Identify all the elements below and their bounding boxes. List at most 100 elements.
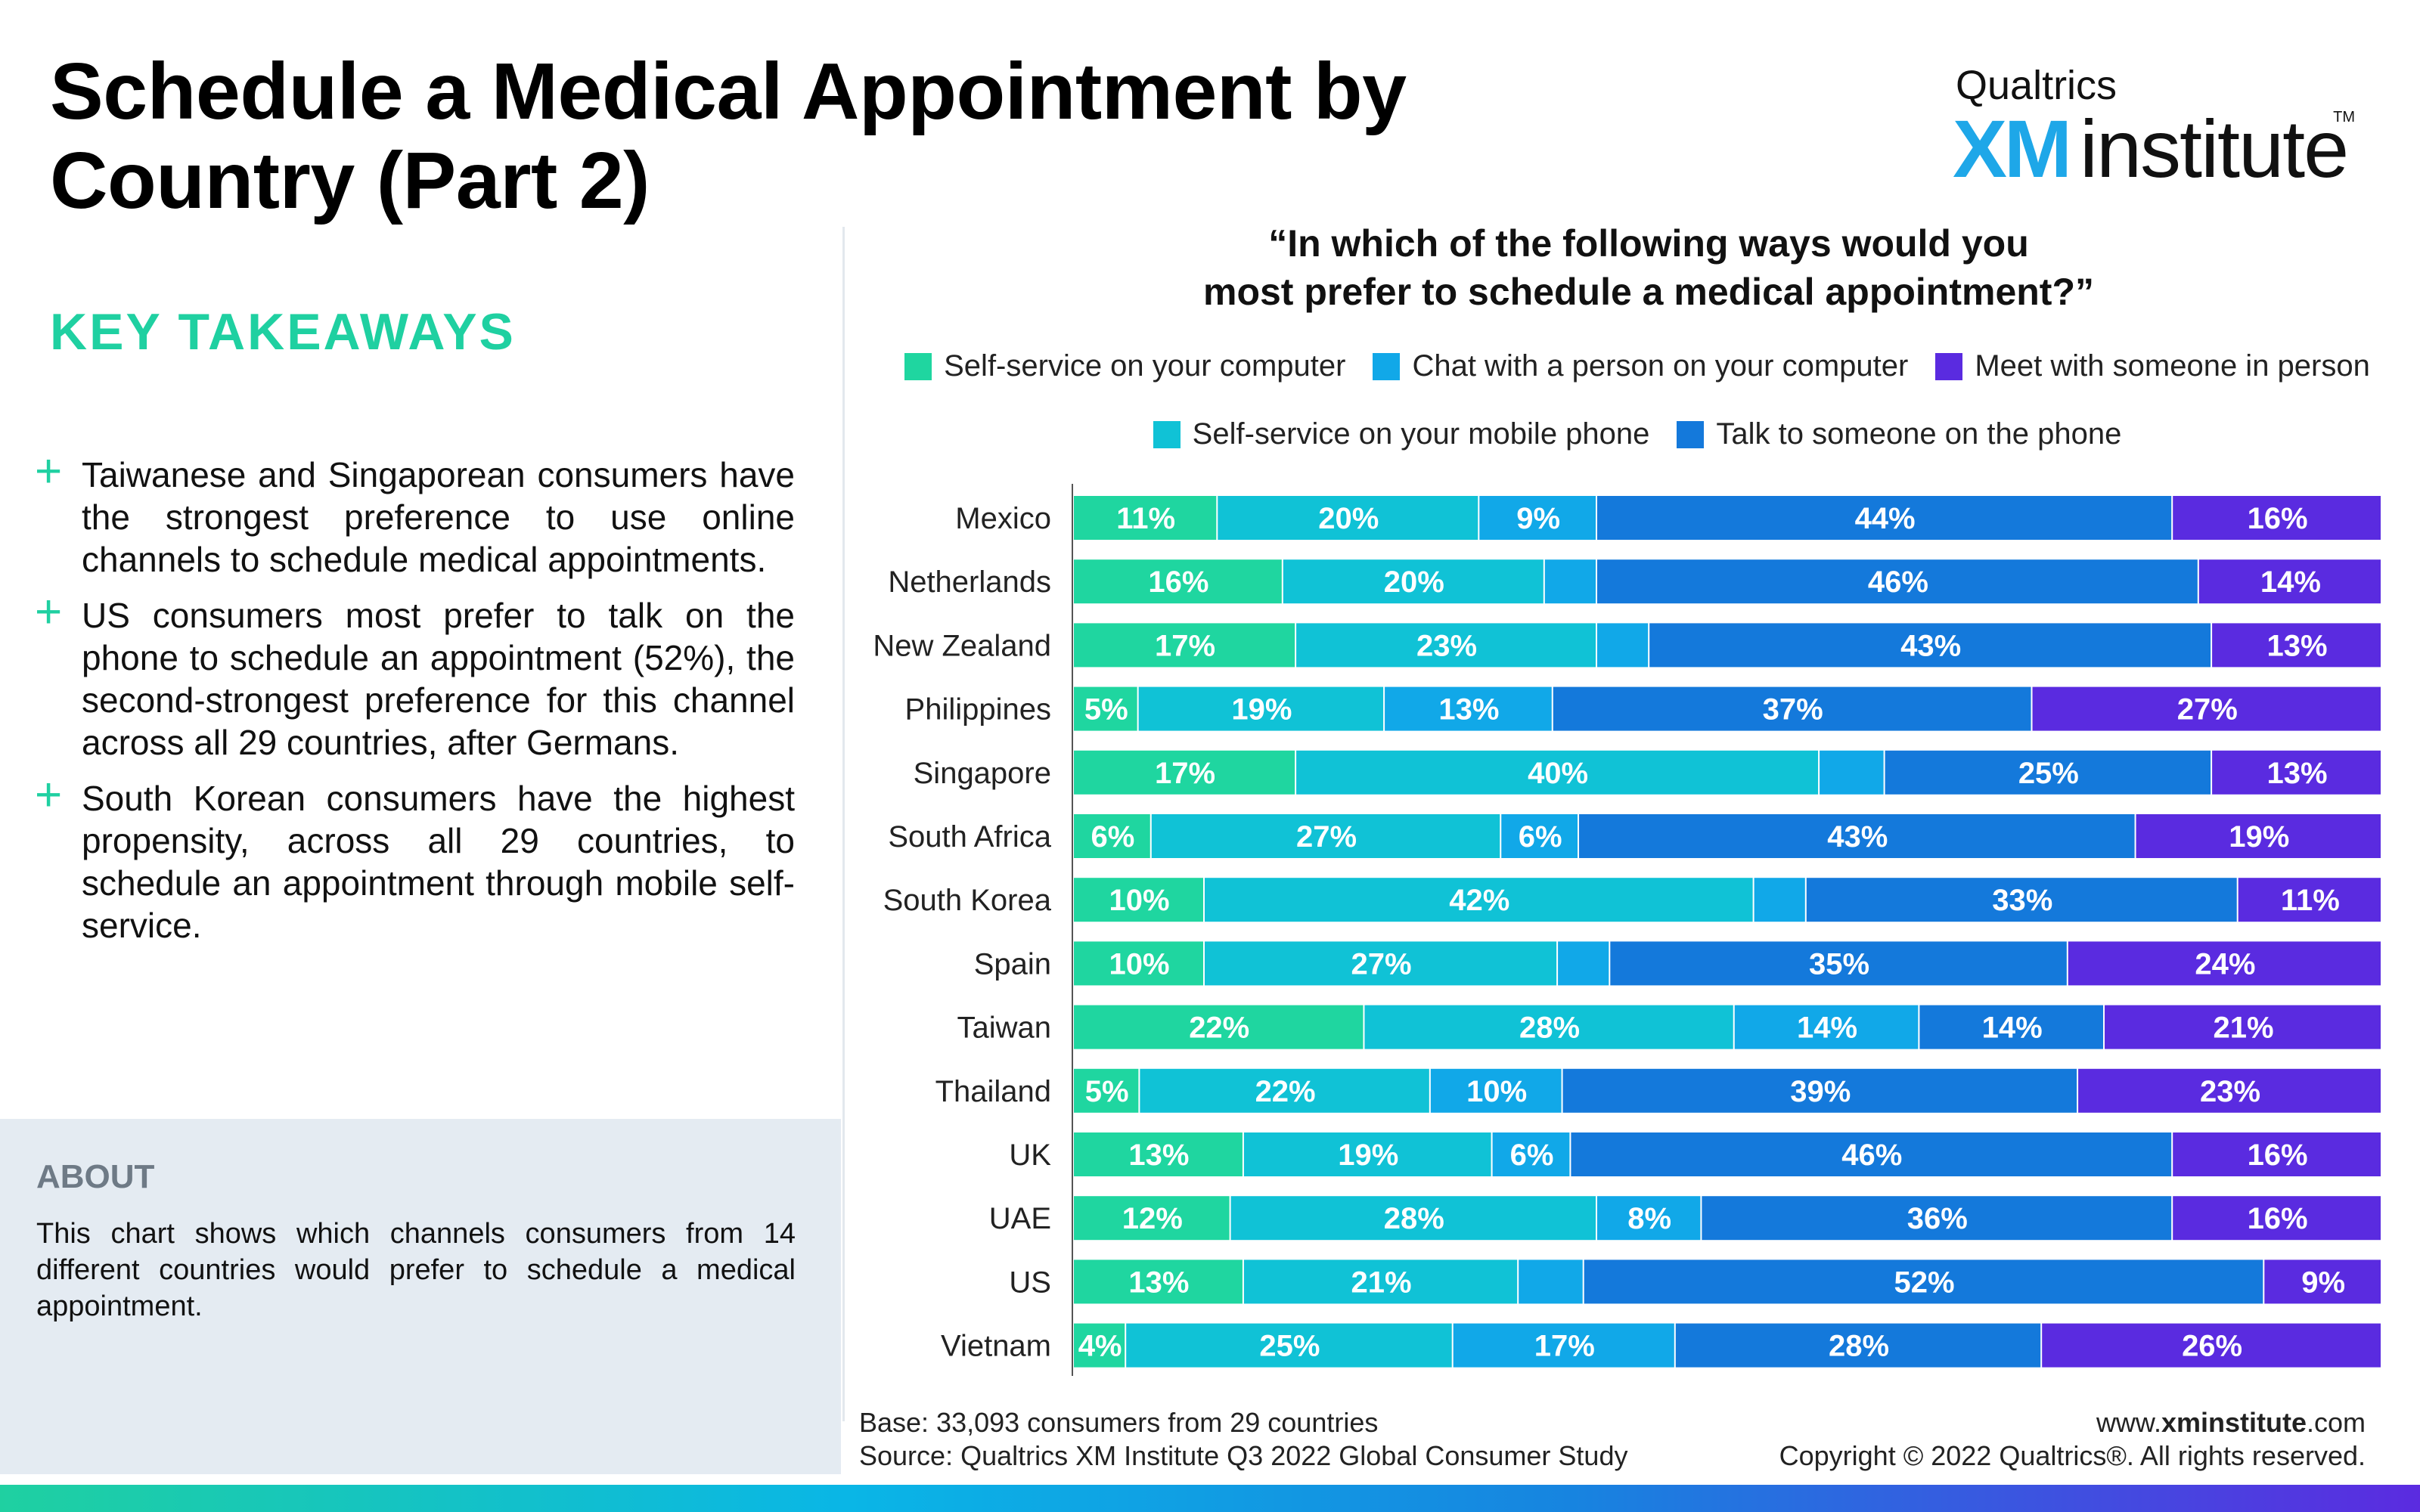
category-label: Spain — [974, 947, 1051, 981]
data-label: 23% — [1416, 629, 1477, 662]
bar-segment — [1074, 750, 1295, 795]
bar-segment — [1243, 1259, 1518, 1304]
legend-item-self-service-computer: Self-service on your computer — [904, 349, 1345, 383]
data-label: 20% — [1318, 502, 1379, 535]
data-label: 35% — [1809, 947, 1869, 981]
category-label: UK — [1009, 1139, 1051, 1172]
takeaway-item: + US consumers most prefer to talk on th… — [35, 589, 795, 764]
bar-segment — [1734, 1005, 1919, 1049]
qualtrics-xm-institute-logo: Qualtrics XM institute TM — [1947, 56, 2355, 194]
category-label: US — [1009, 1266, 1051, 1299]
data-label: 6% — [1091, 820, 1134, 854]
data-label: 46% — [1841, 1139, 1902, 1172]
data-label: 11% — [2281, 884, 2340, 917]
legend-row-1: Self-service on your computer Chat with … — [855, 349, 2420, 383]
bar-segment — [1230, 1196, 1596, 1241]
bar-segment — [1702, 1196, 2172, 1241]
bar-segment — [1571, 1132, 2172, 1176]
about-text: This chart shows which channels consumer… — [36, 1218, 796, 1322]
bar-segment — [1243, 1132, 1491, 1176]
bar-segment — [1558, 941, 1609, 986]
data-label: 14% — [1982, 1012, 2043, 1045]
bar-segment — [1074, 1005, 1364, 1049]
data-label: 28% — [1519, 1012, 1580, 1045]
data-label: 19% — [1338, 1139, 1398, 1172]
bar-segment — [1074, 1068, 1139, 1113]
bar-segment — [1074, 686, 1137, 731]
bar-segment — [2078, 1068, 2381, 1113]
data-label: 16% — [2248, 1202, 2308, 1235]
bar-segment — [1385, 686, 1552, 731]
panel-divider — [842, 227, 845, 1421]
bar-segment — [2264, 1259, 2381, 1304]
bar-segment — [2173, 496, 2381, 540]
bar-segment — [1562, 1068, 2077, 1113]
bar-segment — [1074, 1323, 1125, 1368]
data-label: 23% — [2200, 1075, 2260, 1108]
bar-segment — [1205, 941, 1557, 986]
data-label: 27% — [1296, 820, 1357, 854]
bar-segment — [2212, 623, 2381, 668]
data-label: 10% — [1466, 1075, 1527, 1108]
bar-segment — [1074, 1132, 1243, 1176]
data-label: 33% — [1992, 884, 2052, 917]
legend-swatch — [1153, 420, 1181, 448]
category-label: Thailand — [935, 1075, 1051, 1108]
bar-segment — [1296, 623, 1596, 668]
data-label: 13% — [2267, 629, 2328, 662]
chart-title: “In which of the following ways would yo… — [945, 219, 2352, 316]
bar-segment — [1074, 941, 1203, 986]
bar-segment — [1074, 496, 1217, 540]
legend-label: Self-service on your computer — [944, 349, 1346, 383]
copyright-note: Copyright © 2022 Qualtrics®. All rights … — [1779, 1440, 2366, 1471]
data-label: 11% — [1116, 502, 1175, 535]
bar-segment — [1479, 496, 1596, 540]
footer-left: Base: 33,093 consumers from 29 countries… — [859, 1406, 1627, 1473]
bar-segment — [1074, 1259, 1243, 1304]
data-label: 17% — [1155, 757, 1215, 790]
data-label: 6% — [1510, 1139, 1554, 1172]
bar-segment — [2238, 878, 2381, 922]
key-takeaways-list: + Taiwanese and Singaporean consumers ha… — [35, 448, 795, 960]
website-link[interactable]: www.xminstitute.com — [2096, 1407, 2366, 1438]
category-label: Vietnam — [941, 1330, 1051, 1363]
data-label: 24% — [2195, 947, 2255, 981]
legend-item-talk-phone: Talk to someone on the phone — [1677, 417, 2121, 451]
data-label: 16% — [2248, 1139, 2308, 1172]
bottom-gradient-bar — [0, 1485, 2420, 1512]
bar-segment — [1754, 878, 1805, 922]
bar-segment — [1151, 814, 1500, 858]
base-note: Base: 33,093 consumers from 29 countries — [859, 1407, 1379, 1438]
bar-segment — [1126, 1323, 1452, 1368]
left-panel: KEY TAKEAWAYS + Taiwanese and Singaporea… — [0, 227, 841, 1512]
bar-segment — [2173, 1196, 2381, 1241]
data-label: 13% — [1128, 1266, 1189, 1299]
bar-segment — [1453, 1323, 1674, 1368]
data-label: 6% — [1519, 820, 1562, 854]
data-label: 25% — [1259, 1330, 1320, 1363]
bar-segment — [1430, 1068, 1562, 1113]
category-label: UAE — [989, 1202, 1051, 1235]
bar-segment — [1597, 496, 2172, 540]
legend-item-chat-computer: Chat with a person on your computer — [1373, 349, 1908, 383]
chart-title-line-2: most prefer to schedule a medical appoin… — [1202, 271, 2094, 313]
bar-segment — [2105, 1005, 2381, 1049]
data-label: 4% — [1078, 1330, 1122, 1363]
category-label: Philippines — [905, 693, 1051, 727]
bar-segment — [1597, 623, 1649, 668]
bar-segment — [1584, 1259, 2263, 1304]
category-label: South Africa — [888, 820, 1051, 854]
bar-segment — [1074, 623, 1295, 668]
data-label: 10% — [1109, 947, 1169, 981]
bar-segment — [1364, 1005, 1733, 1049]
bar-segment — [1820, 750, 1884, 795]
bar-segment — [2173, 1132, 2381, 1176]
plus-icon: + — [35, 769, 63, 821]
takeaway-text: Taiwanese and Singaporean consumers have… — [82, 455, 795, 579]
data-label: 9% — [1516, 502, 1560, 535]
chart-title-line-1: “In which of the following ways would yo… — [1268, 222, 2029, 265]
category-label: New Zealand — [873, 629, 1051, 662]
legend-swatch — [904, 352, 932, 380]
data-label: 10% — [1109, 884, 1169, 917]
data-label: 46% — [1868, 565, 1928, 599]
